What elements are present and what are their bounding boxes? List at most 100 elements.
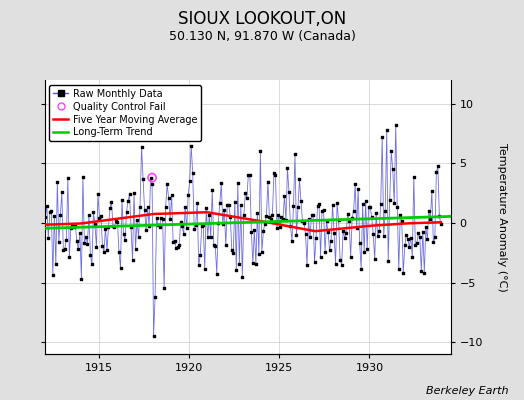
Point xyxy=(309,212,317,218)
Point xyxy=(77,276,85,282)
Point xyxy=(136,204,144,210)
Point xyxy=(169,239,177,246)
Point xyxy=(253,210,261,216)
Point xyxy=(165,195,173,201)
Point xyxy=(252,261,260,267)
Point xyxy=(244,172,253,178)
Point xyxy=(79,174,87,180)
Point xyxy=(426,216,434,222)
Point xyxy=(259,228,268,234)
Point xyxy=(375,228,384,234)
Point xyxy=(362,198,370,204)
Point xyxy=(149,333,158,339)
Point xyxy=(286,223,294,229)
Point xyxy=(243,195,251,201)
Point xyxy=(217,180,225,187)
Point xyxy=(261,220,269,227)
Point xyxy=(417,268,425,275)
Point xyxy=(377,201,385,208)
Point xyxy=(357,266,365,272)
Point xyxy=(75,230,84,236)
Text: 50.130 N, 91.870 W (Canada): 50.130 N, 91.870 W (Canada) xyxy=(169,30,355,43)
Point xyxy=(325,247,334,254)
Point xyxy=(384,258,392,264)
Point xyxy=(336,256,344,263)
Point xyxy=(339,228,347,234)
Point xyxy=(107,198,116,205)
Point xyxy=(387,148,396,155)
Point xyxy=(296,176,304,183)
Point xyxy=(366,204,374,210)
Point xyxy=(82,234,90,240)
Point xyxy=(334,217,343,223)
Point xyxy=(337,262,346,268)
Point xyxy=(70,224,78,230)
Point xyxy=(173,244,182,250)
Point xyxy=(414,230,422,236)
Point xyxy=(194,262,203,268)
Point xyxy=(206,234,215,240)
Point xyxy=(343,211,352,217)
Point xyxy=(369,230,377,237)
Point xyxy=(408,254,417,260)
Point xyxy=(312,235,320,241)
Point xyxy=(298,218,307,224)
Point xyxy=(270,170,278,176)
Point xyxy=(234,180,242,186)
Point xyxy=(301,230,310,237)
Point xyxy=(419,228,427,235)
Point xyxy=(61,245,69,252)
Point xyxy=(65,254,73,260)
Point xyxy=(83,240,92,247)
Point xyxy=(56,212,64,218)
Point xyxy=(52,261,60,268)
Point xyxy=(222,242,230,248)
Point xyxy=(50,212,59,219)
Point xyxy=(250,227,258,233)
Point xyxy=(360,249,368,256)
Point xyxy=(196,252,204,259)
Point xyxy=(393,203,401,210)
Point xyxy=(276,224,284,230)
Point xyxy=(365,204,373,210)
Point xyxy=(389,166,397,172)
Point xyxy=(274,212,282,218)
Point xyxy=(431,233,439,240)
Point xyxy=(258,249,266,255)
Point xyxy=(322,218,331,224)
Point xyxy=(411,242,420,248)
Point xyxy=(378,134,386,140)
Point xyxy=(277,214,286,220)
Point xyxy=(47,208,56,214)
Point xyxy=(370,256,379,262)
Point xyxy=(333,200,341,207)
Point xyxy=(49,272,57,278)
Point xyxy=(264,179,272,185)
Point xyxy=(229,250,237,256)
Point xyxy=(402,232,410,238)
Point xyxy=(214,220,223,226)
Point xyxy=(294,204,302,210)
Point xyxy=(428,188,436,194)
Point xyxy=(268,212,277,218)
Point xyxy=(318,208,326,214)
Point xyxy=(170,238,179,244)
Point xyxy=(220,207,228,213)
Point xyxy=(283,165,292,171)
Point xyxy=(267,216,275,222)
Point xyxy=(124,198,132,204)
Point xyxy=(215,200,224,206)
Point xyxy=(219,220,227,227)
Point xyxy=(223,202,232,208)
Point xyxy=(67,225,75,231)
Point xyxy=(420,270,429,276)
Point xyxy=(211,243,220,249)
Point xyxy=(372,210,380,216)
Point xyxy=(315,200,323,207)
Point xyxy=(410,174,418,180)
Point xyxy=(133,217,141,223)
Point xyxy=(191,222,200,228)
Point xyxy=(119,231,128,238)
Point xyxy=(94,190,102,197)
Point xyxy=(422,224,430,230)
